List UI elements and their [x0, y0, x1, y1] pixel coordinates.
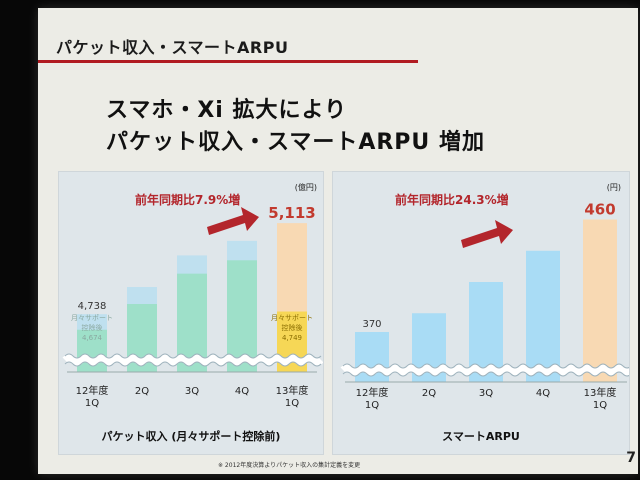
- category-label: 3Q: [185, 386, 199, 397]
- packet-revenue-panel: (億円) 4,738 月々サポート控除後 4,674 12年度 1Q 2Q 3Q 4Q 5,113…: [58, 171, 324, 455]
- category-label: 3Q: [479, 388, 493, 399]
- axis-break: [62, 354, 323, 366]
- smart-arpu-chart: (円) 370 12年度 1Q 2Q 3Q 4Q 460 13年度 1Q 前年同期比 24.3%増スマ…: [340, 183, 629, 443]
- bar: [526, 250, 560, 382]
- category-label: 12年度 1Q: [356, 386, 389, 411]
- category-label: 12年度 1Q: [76, 384, 109, 409]
- bar-after-support: [227, 260, 257, 372]
- title-underline: [38, 60, 418, 63]
- axis-break-edge: [342, 363, 629, 369]
- chart-title: パケット収入 (月々サポート控除前): [102, 429, 281, 443]
- smart-arpu-panel: (円) 370 12年度 1Q 2Q 3Q 4Q 460 13年度 1Q 前年同期比 24.3%増 スマ…: [332, 171, 630, 455]
- value-label: 370: [362, 319, 381, 330]
- inner-label: 月々サポート控除後 4,674: [71, 314, 113, 342]
- presentation-slide: パケット収入・スマートARPU スマホ・Xi 拡大により パケット収入・スマート…: [38, 8, 638, 474]
- headline-line-1: スマホ・Xi 拡大により: [106, 98, 348, 123]
- category-label: 2Q: [135, 386, 149, 397]
- axis-break-edge: [342, 371, 629, 377]
- headline-line-2: パケット収入・スマートARPU 増加: [106, 130, 485, 155]
- category-label: 4Q: [536, 388, 550, 399]
- axis-break-edge: [64, 353, 322, 359]
- value-label: 5,113: [268, 204, 315, 222]
- value-label: 460: [584, 201, 615, 219]
- growth-label: 前年同期比: [135, 192, 195, 207]
- growth-value: 7.9%増: [195, 192, 240, 207]
- unit-label: (億円): [295, 182, 317, 192]
- bar: [583, 219, 617, 382]
- axis-break-edge: [64, 361, 322, 367]
- slide-title: パケット収入・スマートARPU: [56, 38, 289, 57]
- packet-revenue-chart: (億円) 4,738 月々サポート控除後 4,674 12年度 1Q 2Q 3Q 4Q 5,113…: [62, 182, 323, 443]
- value-label: 4,738: [78, 301, 107, 312]
- category-label: 13年度 1Q: [584, 386, 617, 411]
- axis-break: [340, 364, 629, 376]
- footnote: ※ 2012年度決算よりパケット収入の集計定義を変更: [218, 462, 361, 469]
- category-label: 13年度 1Q: [276, 384, 309, 409]
- category-label: 4Q: [235, 386, 249, 397]
- page-number: 7: [626, 450, 636, 466]
- growth-value: 24.3%増: [455, 192, 509, 207]
- growth-arrow-icon: [207, 207, 259, 235]
- growth-label: 前年同期比: [395, 192, 455, 207]
- unit-label: (円): [607, 183, 621, 192]
- chart-title: スマートARPU: [442, 430, 520, 443]
- category-label: 2Q: [422, 388, 436, 399]
- growth-arrow-icon: [461, 220, 513, 248]
- inner-label: 月々サポート控除後 4,749: [271, 314, 313, 342]
